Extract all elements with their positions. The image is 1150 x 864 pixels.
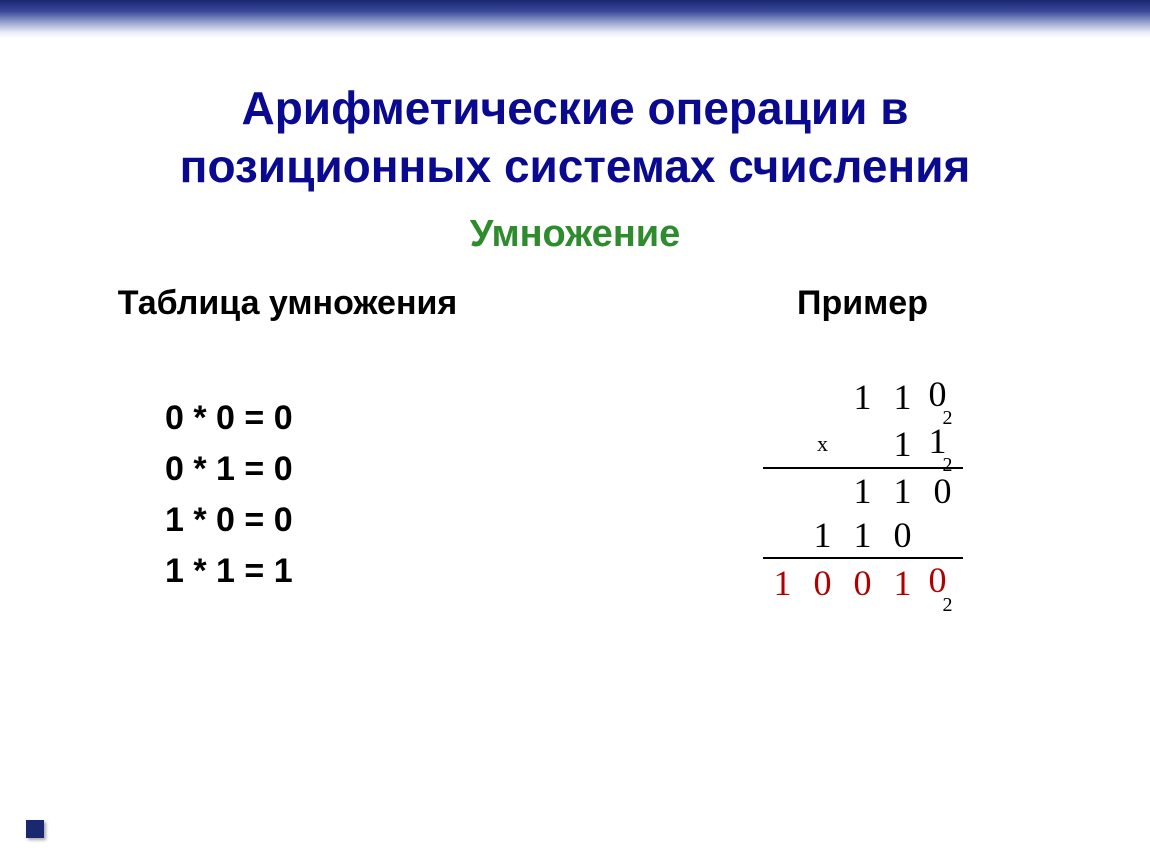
digit: 02 <box>923 373 963 420</box>
content-columns: Таблица умножения 0 * 0 = 0 0 * 1 = 0 1 … <box>0 284 1150 607</box>
title-line-2: позиционных системах счисления <box>180 140 971 192</box>
digit: 1 <box>803 513 843 558</box>
left-column: Таблица умножения 0 * 0 = 0 0 * 1 = 0 1 … <box>0 284 575 607</box>
mul-row: 1 * 1 = 1 <box>165 546 575 597</box>
digit: 0 <box>843 559 883 606</box>
result-row: 1 0 0 1 02 <box>763 559 963 606</box>
multiply-sign: х <box>803 420 843 468</box>
digit: 1 <box>883 469 923 513</box>
mul-row: 0 * 0 = 0 <box>165 393 575 444</box>
multiplier-row: х 1 12 <box>763 420 963 468</box>
digit: 1 <box>883 420 923 468</box>
digit: 1 <box>883 559 923 606</box>
base-subscript: 2 <box>943 594 953 616</box>
digit: 1 <box>843 513 883 558</box>
corner-bullet-icon <box>26 820 44 838</box>
base-subscript: 2 <box>943 454 953 476</box>
mul-row: 0 * 1 = 0 <box>165 444 575 495</box>
right-column: Пример 1 1 02 х 1 <box>575 284 1150 607</box>
digit: 02 <box>923 559 963 606</box>
digit: 1 <box>843 373 883 420</box>
multiplication-example: 1 1 02 х 1 12 <box>763 373 963 607</box>
example-grid: 1 1 02 х 1 12 <box>763 373 963 607</box>
base-subscript: 2 <box>943 407 953 429</box>
slide-title: Арифметические операции в позиционных си… <box>40 80 1110 195</box>
digit: 1 <box>763 559 803 606</box>
partial-product-row: 1 1 0 <box>763 469 963 513</box>
digit: 0 <box>883 513 923 558</box>
right-column-header: Пример <box>575 284 1150 323</box>
left-column-header: Таблица умножения <box>0 284 575 323</box>
multiplication-table: 0 * 0 = 0 0 * 1 = 0 1 * 0 = 0 1 * 1 = 1 <box>165 393 575 597</box>
multiplicand-row: 1 1 02 <box>763 373 963 420</box>
example-wrap: 1 1 02 х 1 12 <box>575 373 1150 607</box>
mul-row: 1 * 0 = 0 <box>165 495 575 546</box>
digit: 0 <box>803 559 843 606</box>
slide-subtitle: Умножение <box>0 213 1150 256</box>
digit: 1 <box>883 373 923 420</box>
slide-content: Арифметические операции в позиционных си… <box>0 80 1150 607</box>
slide-top-border <box>0 0 1150 38</box>
digit: 1 <box>843 469 883 513</box>
title-line-1: Арифметические операции в <box>241 82 908 134</box>
partial-product-row: 1 1 0 <box>763 513 963 558</box>
